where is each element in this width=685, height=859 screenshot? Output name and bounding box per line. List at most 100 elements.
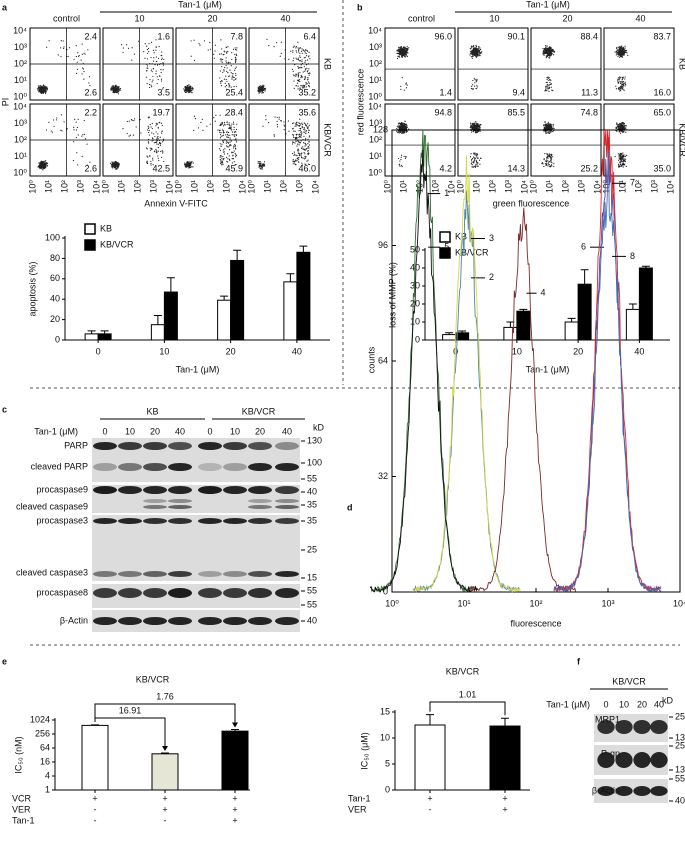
dot — [407, 46, 408, 47]
dot — [552, 156, 553, 157]
dot — [471, 45, 472, 46]
dot — [292, 123, 293, 124]
dot — [407, 127, 408, 128]
dot — [299, 128, 300, 129]
dot — [231, 129, 232, 130]
dot — [397, 51, 398, 52]
dot — [224, 122, 225, 123]
dot — [617, 124, 618, 125]
dot — [150, 148, 151, 149]
dot — [400, 128, 401, 129]
dot — [299, 55, 300, 56]
dot — [191, 166, 192, 167]
dot — [147, 129, 148, 130]
dot — [152, 140, 153, 141]
dot — [45, 162, 46, 163]
dot — [477, 86, 478, 87]
dot — [546, 86, 547, 87]
blot-band — [168, 499, 192, 503]
dot — [140, 132, 141, 133]
y-axis-title: counts — [366, 346, 376, 373]
dot — [406, 125, 407, 126]
dot — [220, 39, 221, 40]
x-tick-label: 10⁰ — [455, 180, 465, 194]
dot — [299, 142, 300, 143]
dot — [130, 135, 131, 136]
dot — [219, 132, 220, 133]
dot — [230, 145, 231, 146]
dot — [151, 70, 152, 71]
dot — [398, 47, 399, 48]
dot — [619, 157, 620, 158]
dot — [158, 144, 159, 145]
dot — [161, 51, 162, 52]
dot — [157, 83, 158, 84]
dot — [190, 167, 191, 168]
dot — [306, 148, 307, 149]
dot — [148, 132, 149, 133]
dot — [550, 131, 551, 132]
dot — [221, 158, 222, 159]
dot — [301, 51, 302, 52]
dot — [305, 76, 306, 77]
dot — [472, 50, 473, 51]
y-tick-label: 10¹ — [14, 75, 27, 85]
dot — [308, 126, 309, 127]
blot-band — [118, 588, 142, 598]
dot — [209, 42, 210, 43]
dot — [84, 134, 85, 135]
row-label: P-gp — [601, 748, 620, 758]
dot — [404, 90, 405, 91]
dot — [295, 126, 296, 127]
dot — [618, 83, 619, 84]
dot — [304, 122, 305, 123]
dot — [309, 136, 310, 137]
arrow-head — [162, 746, 168, 751]
dot — [305, 49, 306, 50]
dot — [151, 149, 152, 150]
y-tick-label: 10⁰ — [368, 167, 382, 177]
dot — [545, 45, 546, 46]
dot — [305, 57, 306, 58]
dot — [228, 128, 229, 129]
dot — [295, 131, 296, 132]
density-curve — [554, 137, 661, 592]
dot — [236, 47, 237, 48]
curve-label: 4 — [541, 288, 546, 298]
dot — [617, 80, 618, 81]
dot — [159, 76, 160, 77]
dot — [297, 144, 298, 145]
dot — [152, 123, 153, 124]
dot — [479, 164, 480, 165]
dot — [616, 131, 617, 132]
blot-band — [143, 617, 167, 625]
dot — [618, 49, 619, 50]
dot — [298, 58, 299, 59]
dot — [552, 128, 553, 129]
dot — [233, 124, 234, 125]
dot — [548, 48, 549, 49]
dot — [73, 127, 74, 128]
dot — [471, 160, 472, 161]
dot — [619, 55, 620, 56]
dot — [279, 119, 280, 120]
dot — [76, 122, 77, 123]
dot — [474, 152, 475, 153]
dot — [219, 148, 220, 149]
blot-band — [168, 518, 192, 524]
dot — [43, 92, 44, 93]
dot — [208, 49, 209, 50]
dot — [233, 49, 234, 50]
dot — [472, 158, 473, 159]
dot — [304, 71, 305, 72]
dot — [45, 165, 46, 166]
panel-letter: d — [347, 502, 353, 512]
dot — [305, 68, 306, 69]
dot — [195, 118, 196, 119]
dot — [82, 67, 83, 68]
x-tick-label: 10¹ — [189, 180, 199, 193]
dot — [475, 130, 476, 131]
dot — [83, 53, 84, 54]
dot — [134, 54, 135, 55]
dot — [150, 124, 151, 125]
